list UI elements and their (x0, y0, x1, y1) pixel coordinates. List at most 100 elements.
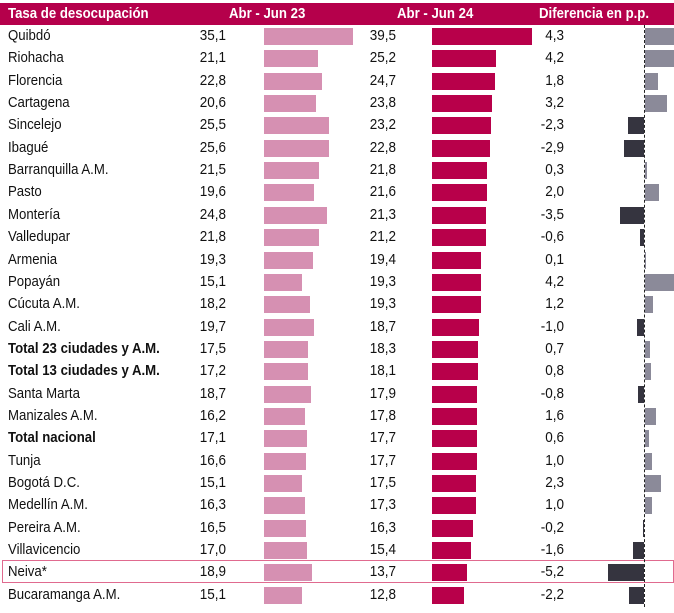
table-row: Medellín A.M. 16,3 17,3 1,0 (0, 494, 674, 516)
value-difference: 1,0 (545, 496, 564, 514)
value-2023: 16,2 (199, 406, 226, 424)
value-difference: -5,2 (540, 563, 564, 581)
header-difference: Diferencia en p.p. (539, 5, 650, 22)
value-2024: 19,4 (369, 250, 396, 268)
table-row: Florencia 22,8 24,7 1,8 (0, 70, 674, 92)
bar-difference (645, 475, 662, 492)
value-2023: 16,5 (199, 518, 226, 536)
value-2024: 16,3 (369, 518, 396, 536)
bar-2024 (432, 162, 488, 180)
bar-2023 (264, 340, 309, 358)
value-2023: 25,5 (199, 116, 226, 134)
header-label: Tasa de desocupación (8, 5, 149, 22)
bar-2023 (264, 251, 313, 269)
value-2024: 21,6 (369, 183, 396, 201)
value-2024: 17,8 (369, 406, 396, 424)
value-2023: 18,2 (199, 295, 226, 313)
table-row: Bogotá D.C. 15,1 17,5 2,3 (0, 472, 674, 494)
value-2023: 17,5 (199, 339, 226, 357)
value-difference: -2,3 (540, 116, 564, 134)
row-label: Barranquilla A.M. (8, 161, 109, 179)
table-row: Armenia 19,3 19,4 0,1 (0, 249, 674, 271)
bar-difference (607, 564, 644, 582)
value-difference: 0,7 (545, 339, 564, 357)
value-difference: -2,2 (540, 585, 564, 603)
bar-2024 (432, 139, 490, 157)
row-label: Cali A.M. (8, 317, 61, 335)
bar-difference (637, 318, 644, 336)
value-2023: 15,1 (199, 474, 226, 491)
table-row: Total 23 ciudades y A.M. 17,5 18,3 0,7 (0, 338, 674, 360)
value-2024: 23,8 (369, 94, 396, 112)
value-2024: 25,2 (369, 49, 396, 67)
bar-2023 (264, 475, 303, 492)
bar-difference (642, 519, 644, 537)
table-row: Cartagena 20,6 23,8 3,2 (0, 92, 674, 114)
bar-2023 (264, 318, 314, 336)
bar-2024 (432, 50, 496, 68)
value-difference: -3,5 (540, 205, 564, 223)
value-difference: -0,6 (540, 228, 564, 246)
table-row: Neiva* 18,9 13,7 -5,2 (0, 561, 674, 583)
value-2023: 15,1 (199, 585, 226, 603)
bar-2023 (264, 385, 312, 403)
table-row: Tunja 16,6 17,7 1,0 (0, 450, 674, 472)
row-label: Ibagué (8, 138, 49, 156)
bar-2024 (432, 564, 467, 582)
value-difference: -1,0 (540, 317, 564, 335)
row-label: Total 23 ciudades y A.M. (8, 339, 160, 357)
table-row: Quibdó 35,1 39,5 4,3 (0, 25, 674, 47)
bar-difference (645, 363, 651, 381)
row-label: Medellín A.M. (8, 496, 88, 514)
value-2024: 39,5 (369, 27, 396, 44)
value-difference: 1,8 (545, 71, 564, 89)
bar-2024 (432, 430, 477, 448)
value-difference: 3,2 (545, 94, 564, 112)
row-label: Popayán (8, 272, 61, 290)
bar-difference (623, 139, 644, 157)
value-2023: 16,6 (199, 451, 226, 469)
bar-2024 (432, 95, 493, 113)
bar-2024 (432, 296, 481, 314)
header-period-2023: Abr - Jun 23 (229, 5, 306, 22)
row-label: Santa Marta (8, 384, 80, 402)
value-2023: 15,1 (199, 272, 226, 290)
value-difference: 2,0 (545, 183, 564, 201)
bar-2023 (264, 542, 308, 560)
bar-2024 (432, 519, 474, 537)
value-2024: 22,8 (369, 138, 396, 156)
bar-2023 (264, 363, 308, 381)
bar-2024 (432, 318, 480, 336)
bar-2023 (264, 95, 317, 113)
row-label: Sincelejo (8, 116, 62, 134)
value-difference: 0,1 (545, 250, 564, 268)
bar-2024 (432, 586, 465, 604)
value-2024: 15,4 (369, 541, 396, 559)
bar-2023 (264, 497, 306, 515)
bar-2023 (264, 519, 306, 537)
bar-2023 (264, 430, 308, 448)
row-label: Valledupar (8, 228, 71, 246)
row-label: Florencia (8, 71, 63, 89)
bar-2024 (432, 28, 533, 45)
table-row: Montería 24,8 21,3 -3,5 (0, 204, 674, 226)
value-2023: 21,1 (199, 49, 226, 67)
bar-2023 (264, 184, 314, 202)
bar-2024 (432, 385, 478, 403)
value-2023: 35,1 (199, 27, 226, 44)
value-difference: -0,2 (540, 518, 564, 536)
bar-2024 (432, 340, 479, 358)
row-label: Montería (8, 205, 61, 223)
bar-2024 (432, 475, 477, 492)
bar-difference (645, 296, 654, 314)
table-row: Villavicencio 17,0 15,4 -1,6 (0, 539, 674, 561)
value-difference: 2,3 (545, 474, 564, 491)
value-2023: 22,8 (199, 71, 226, 89)
row-label: Manizales A.M. (8, 406, 98, 424)
bar-2024 (432, 206, 487, 224)
value-2024: 23,2 (369, 116, 396, 134)
value-2023: 20,6 (199, 94, 226, 112)
bar-2023 (264, 273, 303, 291)
value-2023: 18,7 (199, 384, 226, 402)
bar-difference (645, 497, 652, 515)
